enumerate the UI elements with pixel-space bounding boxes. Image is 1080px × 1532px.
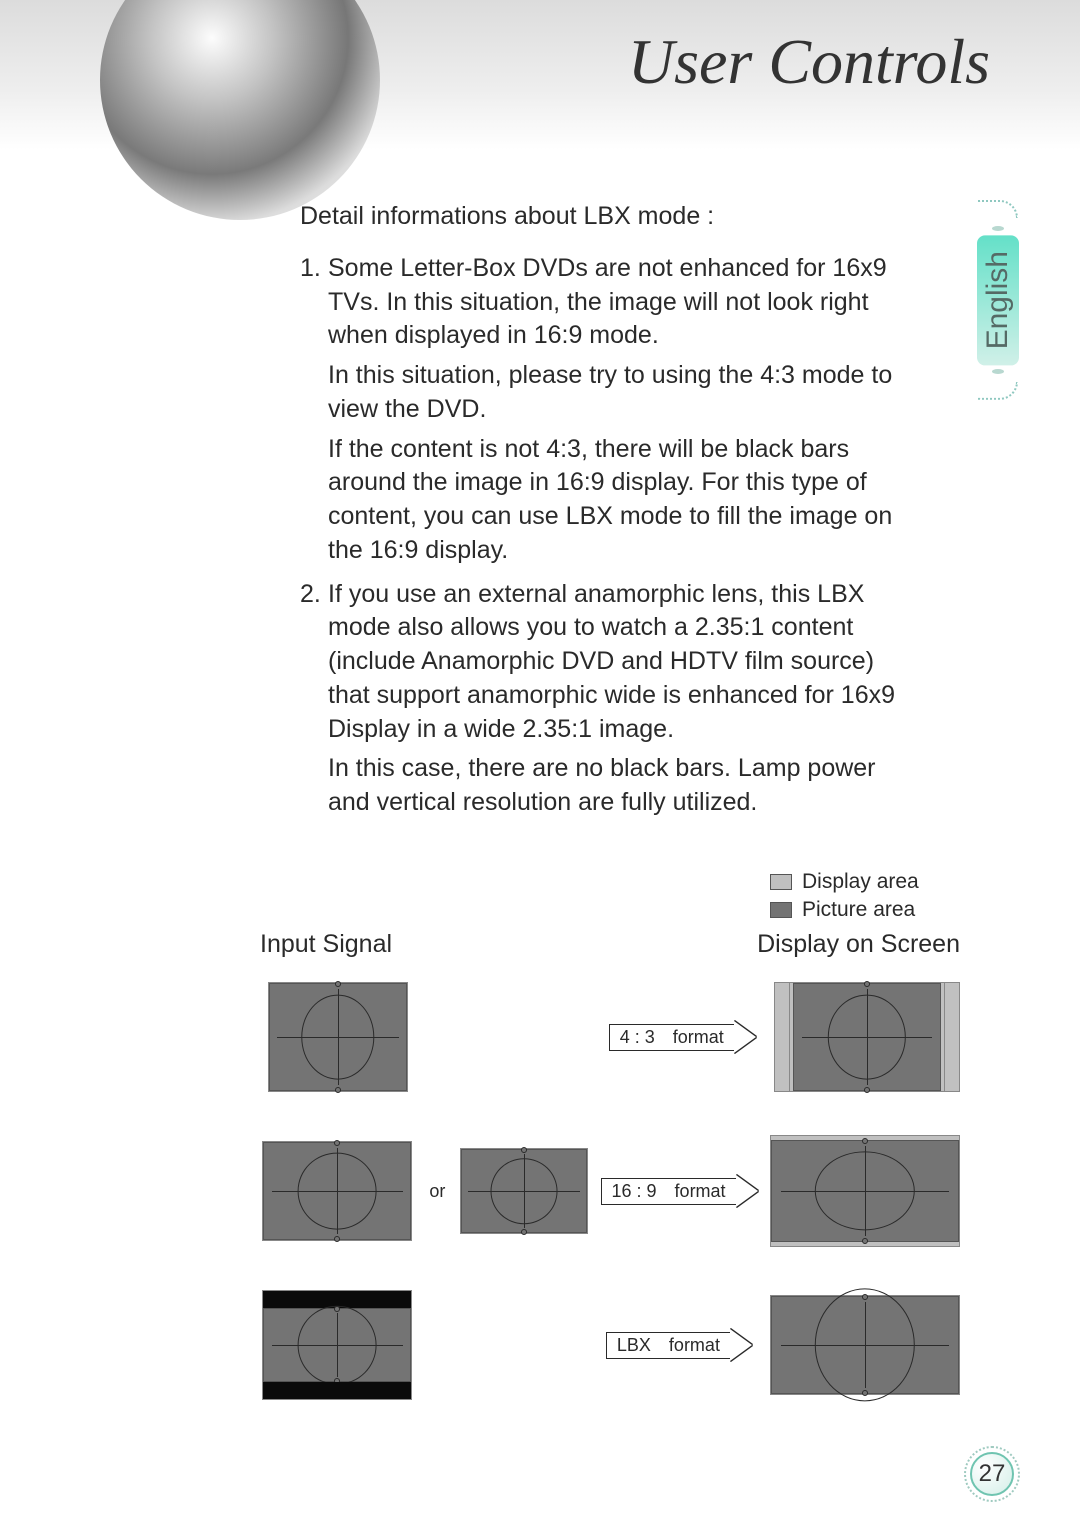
format-label: 4 : 3 format [609,1024,735,1051]
col-output-label: Display on Screen [757,930,960,959]
output-16-9 [770,1135,960,1247]
list-item-1-sub-b: If the content is not 4:3, there will be… [300,433,920,568]
list-number: 2. [300,578,321,612]
column-headers: Input Signal Display on Screen [260,930,960,959]
side-tab-dot [992,369,1004,374]
side-tab-dot [992,226,1004,231]
format-arrow-4-3: 4 : 3 format [590,1021,774,1053]
page-number: 27 [964,1446,1020,1502]
format-label: LBX format [606,1332,731,1359]
list-item-2: 2. If you use an external anamorphic len… [300,578,920,747]
format-diagram: 4 : 3 format or 16 : 9 forma [260,970,960,1432]
arrow-icon [736,1175,758,1207]
arrow-icon [734,1021,756,1053]
list-item-1: 1. Some Letter-Box DVDs are not enhanced… [300,252,920,353]
lens-decoration [100,0,380,220]
input-lbx [260,1290,415,1400]
legend-display-area: Display area [770,870,919,894]
col-input-label: Input Signal [260,930,392,959]
side-tab-deco-top [978,200,1018,218]
legend-picture-area: Picture area [770,898,919,922]
list-item-1-sub-a: In this situation, please try to using t… [300,359,920,427]
or-label: or [415,1181,460,1202]
diagram-row-lbx: LBX format [260,1278,960,1412]
format-arrow-16-9: 16 : 9 format [588,1175,770,1207]
page-number-value: 27 [970,1452,1014,1496]
output-lbx [770,1295,960,1395]
arrow-icon [730,1329,752,1361]
side-tab-deco-bottom [978,382,1018,400]
list-number: 1. [300,252,321,286]
language-label: English [977,235,1019,365]
legend-swatch-display [770,874,792,890]
legend-label: Picture area [802,898,915,922]
format-label: 16 : 9 format [601,1178,737,1205]
diagram-row-4-3: 4 : 3 format [260,970,960,1104]
intro-line: Detail informations about LBX mode : [300,200,920,234]
legend: Display area Picture area [770,870,919,926]
diagram-row-16-9: or 16 : 9 format [260,1124,960,1258]
format-arrow-lbx: LBX format [588,1329,770,1361]
input-16-9-b [460,1148,588,1234]
legend-label: Display area [802,870,919,894]
output-4-3 [774,982,960,1092]
input-16-9-a [260,1141,415,1241]
list-item-2-sub-a: In this case, there are no black bars. L… [300,752,920,820]
list-text: Some Letter-Box DVDs are not enhanced fo… [328,254,887,350]
legend-swatch-picture [770,902,792,918]
input-4-3 [260,982,416,1092]
list-text: If you use an external anamorphic lens, … [328,580,895,743]
body-text: Detail informations about LBX mode : 1. … [300,200,920,826]
page-title: User Controls [628,25,990,99]
language-side-tab: English [976,200,1020,400]
